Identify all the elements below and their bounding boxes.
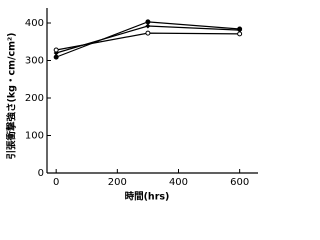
marker <box>237 31 243 37</box>
x-tick-label: 200 <box>108 177 127 188</box>
y-tick-label: 0 <box>38 168 44 179</box>
marker <box>145 19 151 25</box>
y-tick-label: 100 <box>25 131 44 142</box>
x-tick-label: 400 <box>169 177 188 188</box>
y-tick-label: 300 <box>25 56 44 67</box>
x-axis-label: 時間(hrs) <box>125 191 170 203</box>
chart: 時間(hrs) 引張衝撃強さ(kg・cm/cm²) 0 100 200 300 400 0… <box>6 8 258 203</box>
marker <box>53 54 59 60</box>
line <box>56 32 240 51</box>
y-tick-label: 200 <box>25 93 44 104</box>
x-tick-label: 0 <box>53 177 59 188</box>
marker <box>145 23 151 29</box>
x-tick-label: 600 <box>230 177 249 188</box>
marker <box>237 27 243 33</box>
y-axis-label: 引張衝撃強さ(kg・cm/cm²) <box>6 33 18 160</box>
y-tick-label: 400 <box>25 18 44 29</box>
marker <box>145 30 151 36</box>
line <box>56 25 240 54</box>
marker <box>53 47 59 53</box>
